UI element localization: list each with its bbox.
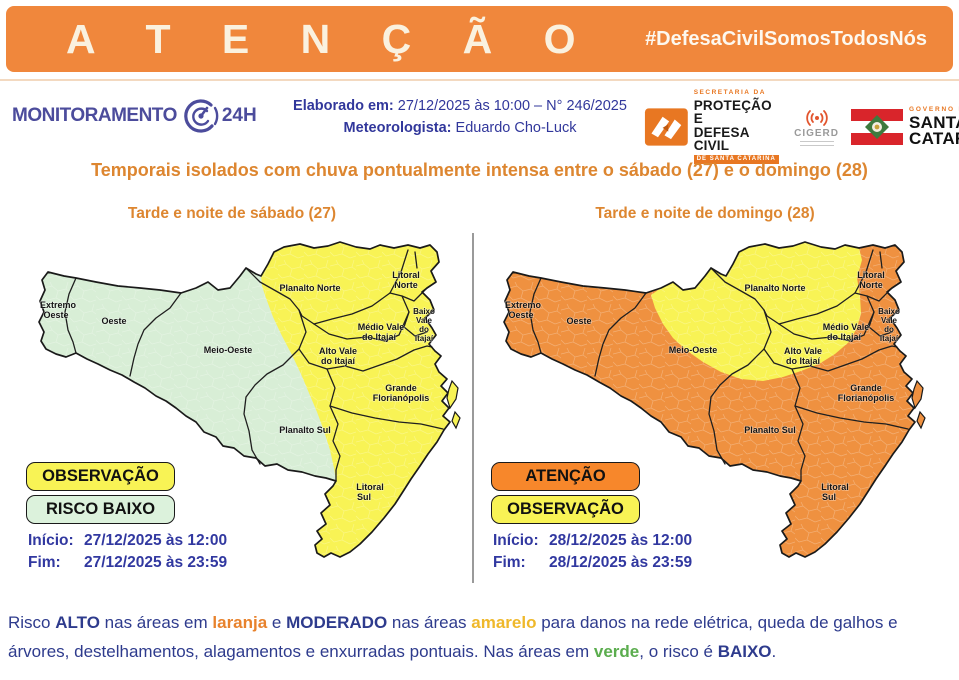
region-label-meio-oeste: Meio-Oeste bbox=[669, 345, 718, 355]
sunday-risk-map: Extremo Oeste Oeste Meio-Oeste Planalto N… bbox=[503, 241, 926, 558]
region-label-extremo-oeste: Extremo Oeste bbox=[40, 300, 77, 320]
defesa-civil-text: SECRETARIA DA PROTEÇÃO E DEFESA CIVIL DE… bbox=[693, 89, 782, 164]
dc-line3: DEFESA CIVIL bbox=[693, 124, 750, 153]
dc-line2: PROTEÇÃO E bbox=[693, 97, 772, 126]
saturday-map-subtitle: Tarde e noite de sábado (27) bbox=[127, 205, 337, 222]
region-label-grande-florianopolis: Grande Florianópolis bbox=[838, 383, 895, 403]
gov-line1: GOVERNO DE bbox=[909, 105, 959, 113]
region-label-alto-vale: Alto Vale do Itajaí bbox=[319, 346, 357, 366]
cigerd-subtext bbox=[799, 140, 834, 146]
institutional-logos: SECRETARIA DA PROTEÇÃO E DEFESA CIVIL DE… bbox=[644, 89, 959, 164]
meteorologist-value: Eduardo Cho-Luck bbox=[455, 119, 577, 136]
dc-line4: DE SANTA CATARINA bbox=[693, 154, 779, 164]
governo-sc-text: GOVERNO DE SANTA CATARINA bbox=[909, 105, 959, 148]
panel-divider bbox=[472, 233, 474, 583]
region-label-meio-oeste: Meio-Oeste bbox=[204, 345, 253, 355]
region-label-litoral-sul: Litoral Sul bbox=[356, 482, 384, 502]
end-value: 28/12/2025 às 23:59 bbox=[549, 554, 693, 572]
monitoring-label: MONITORAMENTO bbox=[12, 105, 177, 126]
legend-atencao-sunday: ATENÇÃO bbox=[491, 462, 640, 491]
meteorologist-line: Meteorologista: Eduardo Cho-Luck bbox=[250, 118, 670, 140]
alert-level-title: A T E N Ç Ã O bbox=[66, 15, 596, 62]
risk-text-part: nas áreas bbox=[387, 613, 472, 632]
campaign-hashtag: #DefesaCivilSomosTodosNós bbox=[645, 27, 927, 50]
header-bar: A T E N Ç Ã O #DefesaCivilSomosTodosNós bbox=[6, 6, 953, 72]
risk-description: Risco ALTO nas áreas em laranja e MODERA… bbox=[8, 608, 955, 666]
risk-alto: ALTO bbox=[55, 613, 100, 632]
region-label-baixo-vale: Baixo Vale do Itajaí bbox=[413, 307, 435, 343]
saturday-start-row: Início: 27/12/2025 às 12:00 bbox=[28, 530, 227, 552]
meteorologist-label: Meteorologista: bbox=[343, 119, 452, 136]
defesa-civil-logo: SECRETARIA DA PROTEÇÃO E DEFESA CIVIL DE… bbox=[644, 89, 782, 164]
gov-line2: SANTA bbox=[909, 112, 959, 132]
region-label-litoral-norte: Litoral Norte bbox=[857, 270, 885, 290]
governo-sc-logo: GOVERNO DE SANTA CATARINA bbox=[851, 105, 959, 148]
monitoring-24h-logo: MONITORAMENTO 24H bbox=[12, 96, 257, 136]
risk-amarelo: amarelo bbox=[471, 613, 537, 632]
saturday-risk-map: Extremo Oeste Oeste Meio-Oeste Planalto N… bbox=[38, 241, 461, 558]
risk-text-part: para danos na rede elétrica, queda de ga… bbox=[8, 613, 898, 662]
risk-text-part: Risco bbox=[8, 613, 56, 632]
bulletin-info: Elaborado em: 27/12/2025 às 10:00 – N° 2… bbox=[250, 96, 670, 140]
saturday-end-row: Fim: 27/12/2025 às 23:59 bbox=[28, 552, 227, 574]
risk-text-part: e bbox=[267, 613, 287, 632]
elaborated-label: Elaborado em: bbox=[293, 98, 394, 114]
region-label-planalto-norte: Planalto Norte bbox=[279, 283, 340, 293]
end-label: Fim: bbox=[493, 554, 526, 572]
region-label-medio-vale: Médio Vale do Itajaí bbox=[358, 322, 405, 342]
risk-laranja: laranja bbox=[212, 613, 268, 632]
region-label-baixo-vale: Baixo Vale do Itajaí bbox=[878, 307, 900, 343]
cigerd-label: CIGERD bbox=[794, 127, 840, 139]
region-label-planalto-sul: Planalto Sul bbox=[744, 425, 796, 435]
region-label-oeste: Oeste bbox=[566, 316, 591, 326]
risk-baixo: BAIXO bbox=[717, 642, 772, 662]
region-label-grande-florianopolis: Grande Florianópolis bbox=[373, 383, 430, 403]
risk-text-part: . bbox=[771, 642, 777, 662]
region-label-oeste: Oeste bbox=[101, 316, 126, 326]
clock-radar-icon bbox=[184, 99, 219, 133]
region-label-planalto-norte: Planalto Norte bbox=[744, 283, 805, 293]
elaborated-value: 27/12/2025 às 10:00 – N° 246/2025 bbox=[397, 98, 627, 114]
sunday-validity: Início: 28/12/2025 às 12:00 Fim: 28/12/2… bbox=[493, 530, 692, 575]
cigerd-logo: CIGERD bbox=[794, 108, 839, 146]
defesa-civil-icon bbox=[644, 108, 688, 146]
bulletin-headline: Temporais isolados com chuva pontualment… bbox=[91, 160, 868, 180]
header-underline bbox=[0, 79, 959, 81]
legend-risco-baixo-saturday: RISCO BAIXO bbox=[26, 495, 175, 524]
risk-moderado: MODERADO bbox=[286, 613, 388, 632]
legend-observacao-sunday: OBSERVAÇÃO bbox=[491, 495, 640, 524]
start-value: 27/12/2025 às 12:00 bbox=[84, 532, 228, 549]
elaborated-line: Elaborado em: 27/12/2025 às 10:00 – N° 2… bbox=[250, 96, 670, 118]
sunday-map-subtitle: Tarde e noite de domingo (28) bbox=[595, 205, 815, 222]
region-label-extremo-oeste: Extremo Oeste bbox=[505, 300, 542, 320]
start-label: Início: bbox=[493, 532, 539, 549]
sunday-map-panel: Extremo Oeste Oeste Meio-Oeste Planalto N… bbox=[483, 238, 945, 598]
monitoring-24h-label: 24H bbox=[221, 105, 257, 126]
dc-line1: SECRETARIA DA bbox=[693, 89, 766, 96]
region-label-litoral-sul: Litoral Sul bbox=[821, 482, 849, 502]
risk-text-part: nas áreas em bbox=[99, 613, 213, 632]
risk-text-part: , o risco é bbox=[639, 642, 718, 662]
region-label-litoral-norte: Litoral Norte bbox=[392, 270, 420, 290]
risk-verde: verde bbox=[593, 642, 640, 662]
gov-line3: CATARINA bbox=[909, 128, 959, 148]
sunday-start-row: Início: 28/12/2025 às 12:00 bbox=[493, 530, 692, 552]
saturday-validity: Início: 27/12/2025 às 12:00 Fim: 27/12/2… bbox=[28, 530, 227, 575]
sunday-end-row: Fim: 28/12/2025 às 23:59 bbox=[493, 552, 692, 574]
end-label: Fim: bbox=[28, 554, 61, 572]
end-value: 27/12/2025 às 23:59 bbox=[84, 554, 228, 572]
start-label: Início: bbox=[28, 532, 74, 549]
legend-observacao-saturday: OBSERVAÇÃO bbox=[26, 462, 175, 491]
saturday-map-panel: Extremo Oeste Oeste Meio-Oeste Planalto N… bbox=[18, 238, 480, 598]
region-label-alto-vale: Alto Vale do Itajaí bbox=[784, 346, 822, 366]
region-label-planalto-sul: Planalto Sul bbox=[279, 425, 331, 435]
region-label-medio-vale: Médio Vale do Itajaí bbox=[823, 322, 870, 342]
sc-flag-icon bbox=[851, 108, 904, 145]
start-value: 28/12/2025 às 12:00 bbox=[549, 532, 693, 549]
radio-waves-icon bbox=[805, 109, 828, 126]
